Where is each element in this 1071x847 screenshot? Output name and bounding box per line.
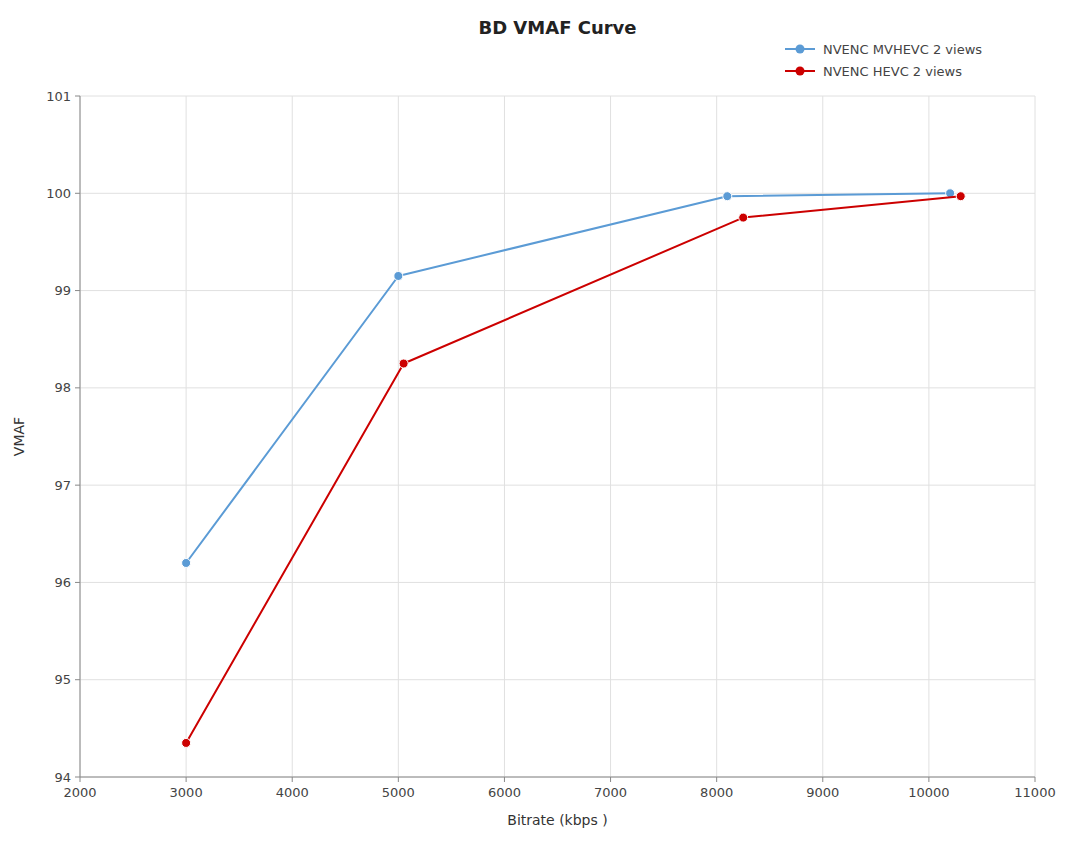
x-tick-label: 2000	[63, 785, 96, 800]
x-grid-line	[186, 96, 187, 777]
x-axis-label: Bitrate (kbps )	[507, 812, 607, 828]
y-grid-line	[80, 387, 1035, 388]
chart-container: 2000 3000 4000 5000 6000 7000 8000 9000 10000 110…	[0, 0, 1071, 847]
x-tick	[610, 777, 611, 782]
x-tick-label: 10000	[908, 785, 949, 800]
legend-marker	[796, 67, 805, 76]
chart-svg: 2000 3000 4000 5000 6000 7000 8000 9000 10000 110…	[0, 0, 1071, 847]
x-tick	[822, 777, 823, 782]
x-tick	[80, 777, 81, 782]
x-grid-line	[610, 96, 611, 777]
y-tick	[75, 777, 80, 778]
x-tick-label: 9000	[806, 785, 839, 800]
y-tick	[75, 485, 80, 486]
y-grid-line	[80, 96, 1035, 97]
x-tick	[292, 777, 293, 782]
y-tick-label: 99	[54, 283, 71, 298]
y-tick-label: 101	[46, 89, 71, 104]
x-grid-line	[928, 96, 929, 777]
y-tick-label: 95	[54, 672, 71, 687]
grid	[80, 96, 1035, 777]
x-tick	[186, 777, 187, 782]
data-point	[723, 192, 732, 201]
y-axis-line	[80, 96, 81, 777]
y-tick-label: 98	[54, 380, 71, 395]
x-tick-label: 6000	[488, 785, 521, 800]
y-grid-line	[80, 777, 1035, 778]
x-grid-line	[504, 96, 505, 777]
x-tick-label: 3000	[170, 785, 203, 800]
series-line	[186, 196, 961, 743]
x-tick-label: 7000	[594, 785, 627, 800]
x-tick	[504, 777, 505, 782]
y-tick	[75, 679, 80, 680]
y-tick	[75, 96, 80, 97]
x-tick	[1035, 777, 1036, 782]
x-grid-line	[398, 96, 399, 777]
x-tick	[398, 777, 399, 782]
y-tick	[75, 290, 80, 291]
plot-data	[182, 189, 966, 748]
data-point	[394, 271, 403, 280]
data-point	[739, 213, 748, 222]
y-grid-line	[80, 485, 1035, 486]
series-line	[186, 193, 950, 563]
chart-title: BD VMAF Curve	[478, 17, 636, 38]
legend-label: NVENC MVHEVC 2 views	[823, 42, 982, 57]
y-tick	[75, 193, 80, 194]
y-axis-label: VMAF	[11, 417, 27, 456]
x-tick-label: 5000	[382, 785, 415, 800]
data-point	[182, 558, 191, 567]
tick-labels: 2000 3000 4000 5000 6000 7000 8000 9000 10000 110…	[46, 89, 1056, 801]
data-point	[182, 738, 191, 747]
legend-label: NVENC HEVC 2 views	[823, 64, 962, 79]
y-tick-label: 100	[46, 186, 71, 201]
x-axis-line	[80, 777, 1035, 778]
x-grid-line	[822, 96, 823, 777]
x-tick-label: 4000	[276, 785, 309, 800]
data-point	[399, 359, 408, 368]
data-point	[956, 192, 965, 201]
y-grid-line	[80, 290, 1035, 291]
y-tick-label: 97	[54, 478, 71, 493]
x-tick-label: 11000	[1014, 785, 1055, 800]
legend: NVENC MVHEVC 2 views NVENC HEVC 2 views	[785, 42, 982, 79]
y-tick-label: 94	[54, 770, 71, 785]
x-tick	[928, 777, 929, 782]
x-grid-line	[1035, 96, 1036, 777]
y-tick-label: 96	[54, 575, 71, 590]
x-grid-line	[292, 96, 293, 777]
y-tick	[75, 387, 80, 388]
x-grid-line	[80, 96, 81, 777]
x-tick	[716, 777, 717, 782]
legend-marker	[796, 45, 805, 54]
y-tick	[75, 582, 80, 583]
y-grid-line	[80, 582, 1035, 583]
x-tick-label: 8000	[700, 785, 733, 800]
